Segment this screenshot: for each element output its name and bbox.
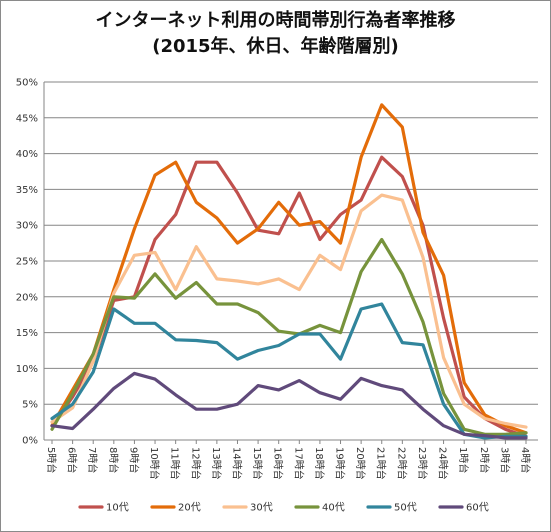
legend-label: 50代 <box>394 502 417 514</box>
x-tick-label: 19時台 <box>334 447 347 480</box>
series-line-30代 <box>50 193 528 429</box>
x-tick-label: 21時台 <box>375 447 388 480</box>
x-tick-label: 23時台 <box>416 447 429 480</box>
y-tick-label: 50% <box>16 78 38 89</box>
x-tick-label: 4時台 <box>519 447 532 473</box>
x-tick-label: 15時台 <box>251 447 264 480</box>
x-tick-label: 14時台 <box>230 447 243 480</box>
series-line-60代 <box>50 371 528 440</box>
legend-label: 20代 <box>178 502 201 514</box>
y-tick-label: 5% <box>22 400 38 411</box>
x-tick-label: 7時台 <box>86 447 99 473</box>
y-tick-label: 0% <box>22 436 38 447</box>
x-tick-label: 9時台 <box>127 447 140 473</box>
y-tick-label: 10% <box>16 364 38 375</box>
legend-label: 10代 <box>106 502 129 514</box>
legend-label: 60代 <box>466 502 489 514</box>
x-tick-label: 8時台 <box>107 447 120 473</box>
x-tick-label: 18時台 <box>313 447 326 480</box>
chart-title-block: インターネット利用の時間帯別行為者率推移 (2015年、休日、年齢階層別) <box>0 8 551 60</box>
x-tick-label: 16時台 <box>272 447 285 480</box>
y-tick-label: 35% <box>16 185 38 196</box>
x-tick-label: 24時台 <box>437 447 450 480</box>
legend-label: 40代 <box>322 502 345 514</box>
chart-subtitle: (2015年、休日、年齢階層別) <box>152 36 399 57</box>
x-tick-label: 5時台 <box>45 447 58 473</box>
x-tick-label: 2時台 <box>478 447 491 473</box>
series-line-40代 <box>50 237 528 436</box>
x-tick-label: 22時台 <box>395 447 408 480</box>
y-tick-label: 20% <box>16 292 38 303</box>
y-tick-label: 25% <box>16 257 38 268</box>
x-tick-label: 10時台 <box>148 447 161 480</box>
y-tick-label: 45% <box>16 113 38 124</box>
series-line-20代 <box>50 103 528 435</box>
x-tick-label: 17時台 <box>292 447 305 480</box>
x-tick-label: 13時台 <box>210 447 223 480</box>
x-tick-label: 6時台 <box>66 447 79 473</box>
series-line-50代 <box>50 302 528 440</box>
y-tick-label: 15% <box>16 328 38 339</box>
x-tick-label: 11時台 <box>169 447 182 480</box>
x-tick-label: 12時台 <box>189 447 202 480</box>
x-tick-label: 3時台 <box>498 447 511 473</box>
y-tick-label: 30% <box>16 221 38 232</box>
x-tick-label: 20時台 <box>354 447 367 480</box>
x-tick-label: 1時台 <box>457 447 470 473</box>
legend-label: 30代 <box>250 502 273 514</box>
chart-title: インターネット利用の時間帯別行為者率推移 <box>95 10 456 31</box>
y-tick-label: 40% <box>16 149 38 160</box>
